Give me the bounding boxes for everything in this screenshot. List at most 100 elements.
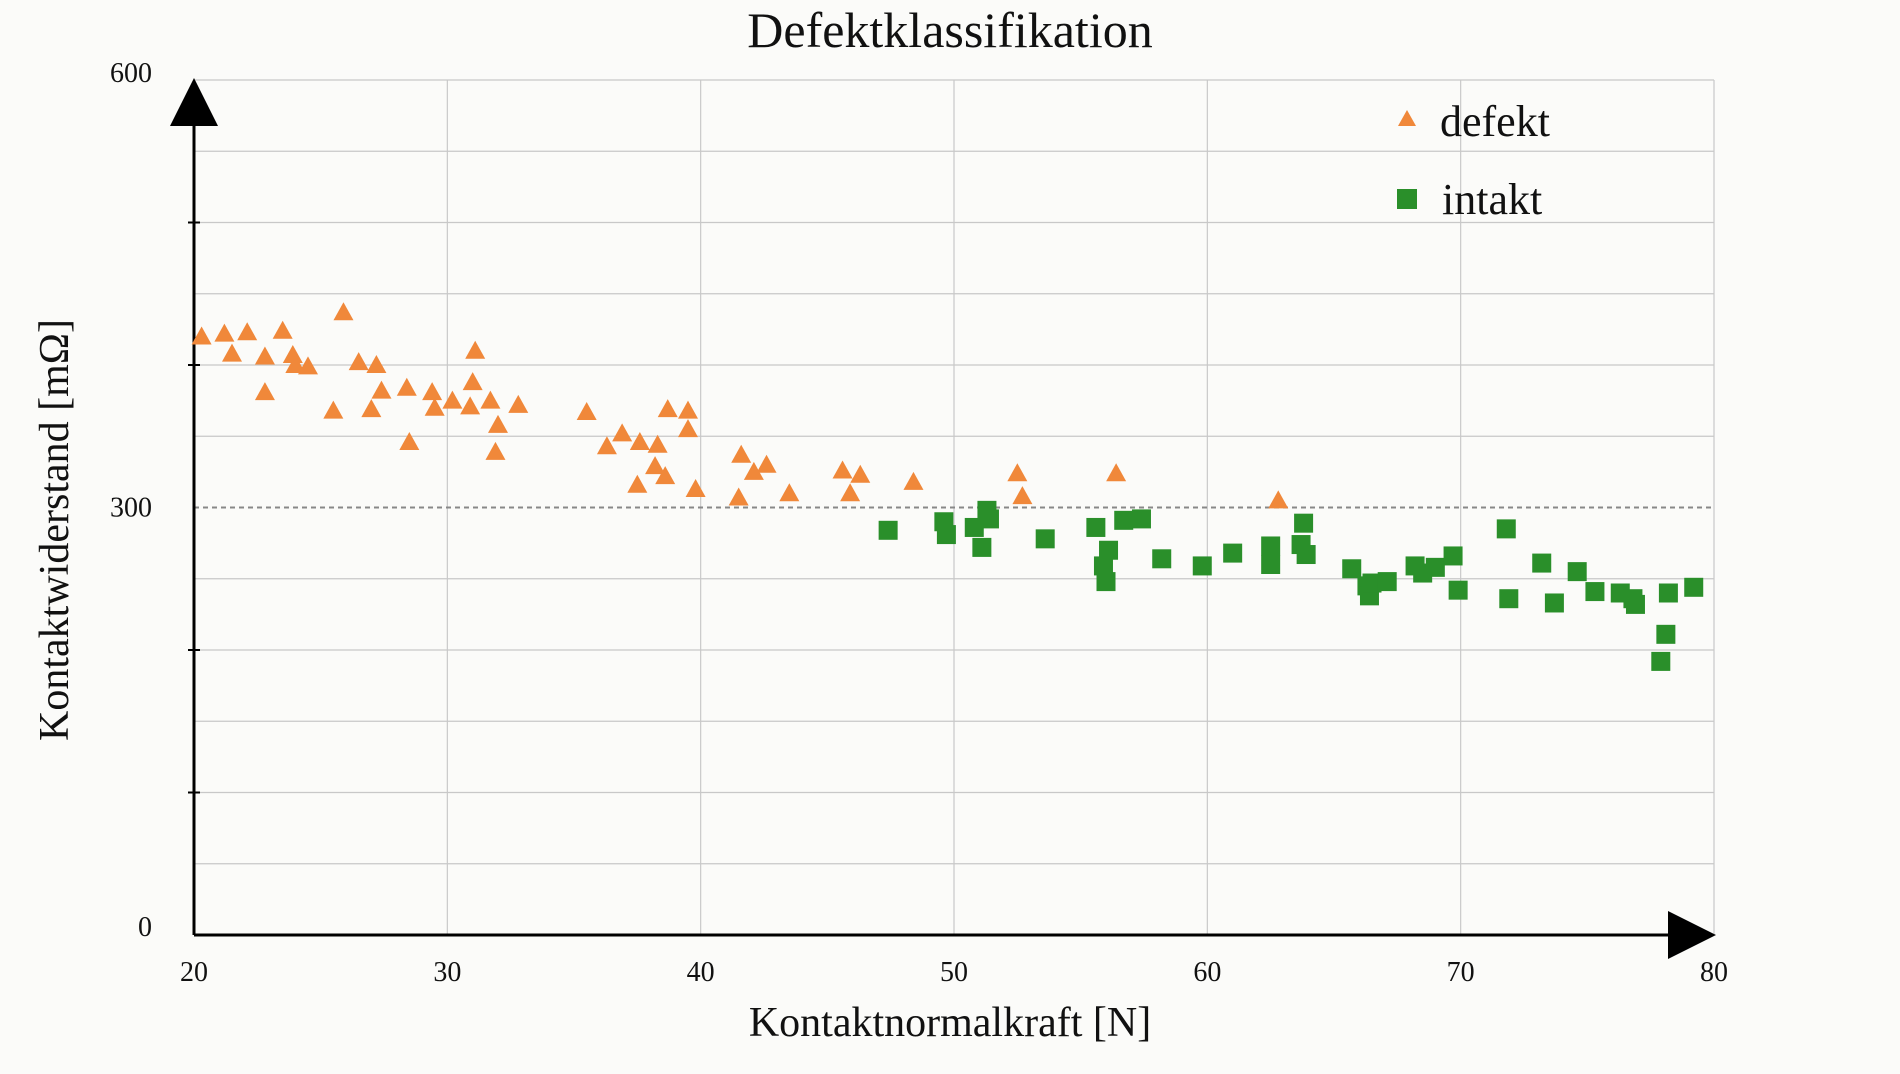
point-defekt <box>596 436 617 455</box>
point-intakt <box>1223 543 1243 563</box>
point-intakt <box>1261 555 1281 574</box>
point-defekt <box>422 382 443 401</box>
point-intakt <box>1544 593 1564 613</box>
point-intakt <box>1656 624 1676 644</box>
point-defekt <box>728 487 749 506</box>
y-axis-label: Kontaktwiderstand [mΩ] <box>32 319 78 741</box>
point-intakt <box>936 525 956 545</box>
point-defekt <box>361 399 382 418</box>
point-defekt <box>629 431 650 450</box>
point-intakt <box>1425 557 1445 577</box>
point-intakt <box>1658 583 1678 603</box>
point-defekt <box>576 402 597 421</box>
point-intakt <box>1443 546 1463 566</box>
legend: defekt intakt <box>1397 97 1550 224</box>
point-defekt <box>655 466 676 485</box>
legend-marker-intakt <box>1397 189 1417 209</box>
point-defekt <box>237 322 258 341</box>
point-defekt <box>366 355 387 373</box>
point-defekt <box>1268 490 1289 509</box>
point-intakt <box>1684 577 1704 597</box>
point-intakt <box>1035 529 1055 549</box>
point-intakt <box>972 537 992 557</box>
point-defekt <box>1012 486 1033 505</box>
point-defekt <box>214 323 235 342</box>
point-intakt <box>1093 556 1113 576</box>
point-defekt <box>333 302 354 321</box>
point-defekt <box>399 431 420 450</box>
point-defekt <box>508 394 529 413</box>
point-defekt <box>1007 463 1028 482</box>
point-intakt <box>1567 562 1587 582</box>
point-intakt <box>1448 580 1468 600</box>
y-tick-label: 600 <box>110 58 152 89</box>
x-axis-label: Kontaktnormalkraft [N] <box>749 1000 1151 1046</box>
point-defekt <box>285 355 306 373</box>
point-defekt <box>647 434 668 453</box>
point-intakt <box>1342 559 1362 579</box>
legend-marker-defekt <box>1398 110 1416 126</box>
point-intakt <box>979 509 999 529</box>
point-defekt <box>254 346 275 365</box>
point-defekt <box>371 380 392 399</box>
point-intakt <box>1499 589 1519 609</box>
x-tick-label: 30 <box>433 957 461 988</box>
point-defekt <box>424 397 445 416</box>
point-defekt <box>191 326 212 345</box>
x-tick-label: 40 <box>687 957 715 988</box>
x-tick-label: 60 <box>1193 957 1221 988</box>
point-defekt <box>657 399 678 418</box>
y-axis-arrow <box>170 78 218 126</box>
point-defekt <box>840 483 861 502</box>
point-defekt <box>462 372 483 391</box>
point-defekt <box>678 400 698 419</box>
point-defekt <box>348 352 369 371</box>
point-defekt <box>612 423 633 442</box>
point-defekt <box>442 390 463 409</box>
point-defekt <box>678 419 698 438</box>
point-intakt <box>1099 540 1119 560</box>
point-intakt <box>1585 582 1605 602</box>
point-intakt <box>1651 651 1671 671</box>
point-defekt <box>488 414 508 433</box>
point-intakt <box>1192 556 1212 576</box>
point-intakt <box>1152 549 1172 569</box>
point-defekt <box>485 441 506 460</box>
point-intakt <box>1114 510 1134 530</box>
point-defekt <box>627 474 648 493</box>
point-defekt <box>282 345 303 364</box>
point-defekt <box>850 464 871 483</box>
point-defekt <box>756 454 777 473</box>
point-defekt <box>323 400 344 419</box>
point-defekt <box>465 340 486 359</box>
point-defekt <box>645 456 666 475</box>
axes: 20 30 40 50 60 70 80 0 300 600 <box>110 58 1728 988</box>
point-defekt <box>685 478 706 497</box>
x-tick-label: 70 <box>1447 957 1475 988</box>
point-defekt <box>779 483 800 502</box>
grid <box>194 79 1715 935</box>
point-defekt <box>903 471 924 490</box>
x-tick-label: 50 <box>940 957 968 988</box>
point-intakt <box>1096 572 1116 592</box>
point-intakt <box>1131 509 1151 529</box>
point-intakt <box>1496 519 1516 539</box>
point-intakt <box>1296 545 1316 565</box>
data-points <box>191 302 1704 671</box>
point-defekt <box>743 461 764 480</box>
y-tick-label: 0 <box>138 912 152 943</box>
point-intakt <box>1294 513 1314 533</box>
point-intakt <box>1532 553 1552 573</box>
point-defekt <box>254 382 275 401</box>
point-defekt <box>480 390 501 409</box>
point-defekt <box>1106 463 1127 482</box>
point-defekt <box>731 444 752 463</box>
point-intakt <box>964 517 984 537</box>
y-tick-label: 300 <box>110 493 152 524</box>
point-defekt <box>396 377 417 396</box>
point-defekt <box>272 320 293 339</box>
x-tick-label: 20 <box>180 957 208 988</box>
chart-title: Defektklassifikation <box>747 2 1152 58</box>
